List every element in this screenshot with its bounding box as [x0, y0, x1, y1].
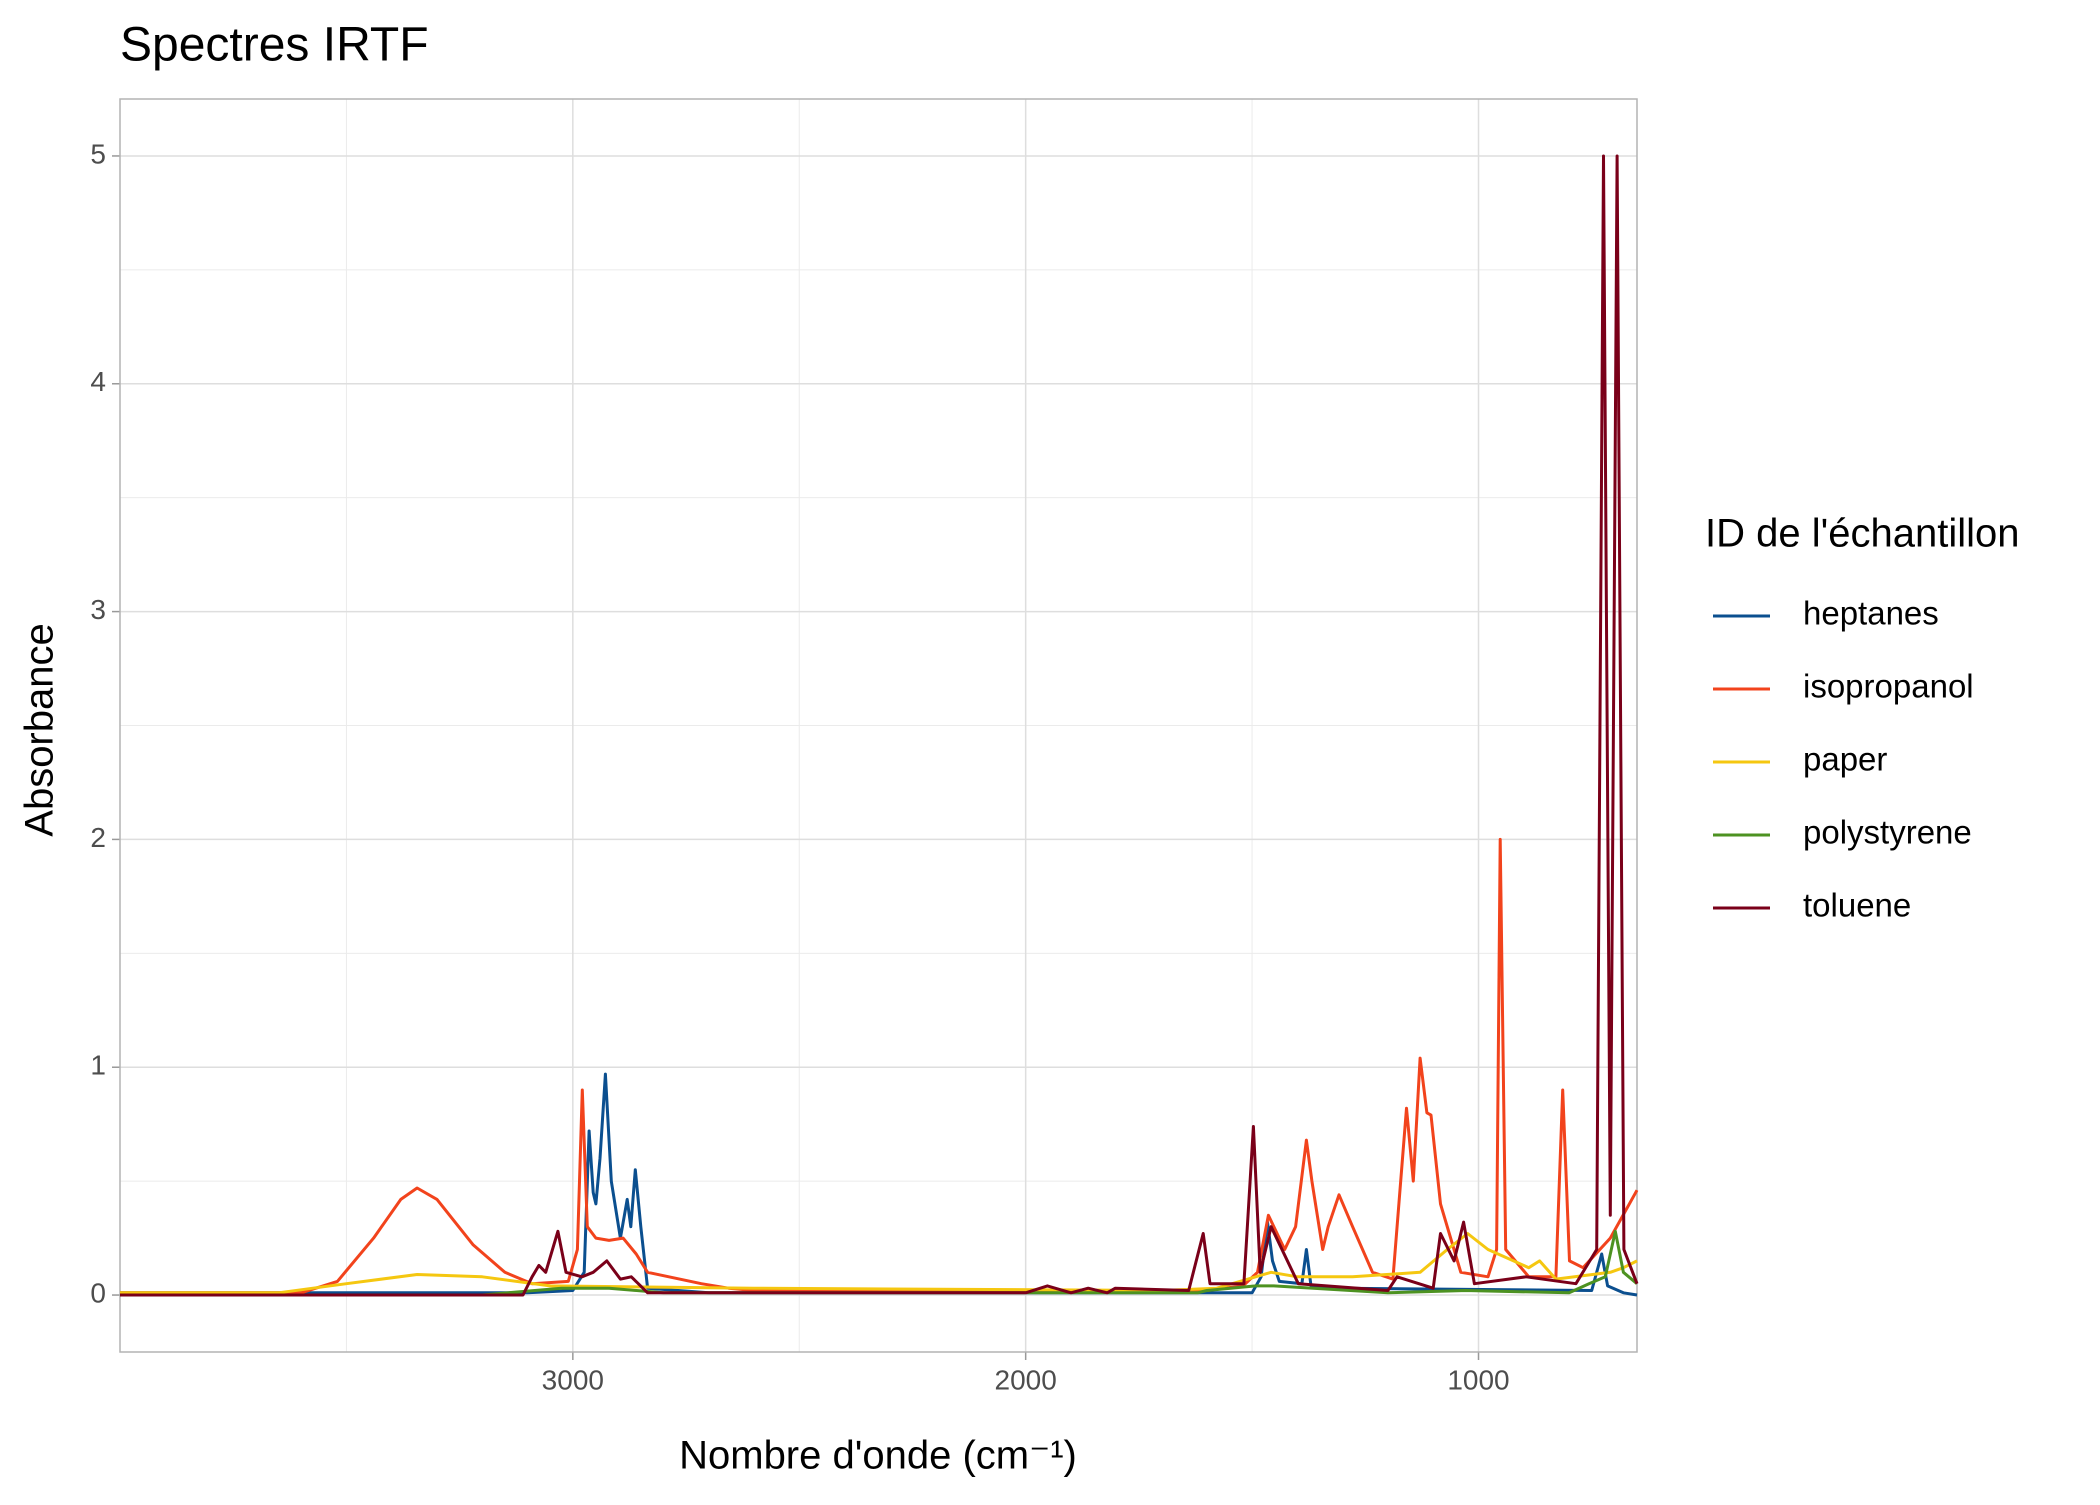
series-line [120, 1229, 1638, 1297]
legend-label: toluene [1803, 887, 1911, 924]
chart-title: Spectres IRTF [120, 19, 429, 72]
y-tick-label: 0 [90, 1277, 106, 1308]
legend-title: ID de l'échantillon [1705, 512, 2020, 556]
x-tick-label: 3000 [542, 1364, 604, 1395]
y-tick-label: 1 [90, 1050, 106, 1081]
legend-label: paper [1803, 741, 1887, 778]
y-tick-label: 5 [90, 138, 106, 169]
legend-label: polystyrene [1803, 814, 1972, 851]
series-line [120, 837, 1639, 1295]
y-tick-label: 4 [90, 366, 106, 397]
y-tick-label: 3 [90, 594, 106, 625]
series-line [120, 1232, 1638, 1295]
panel-border [119, 98, 1638, 1353]
x-tick-label: 1000 [1447, 1364, 1509, 1395]
series-line [120, 154, 1639, 1297]
legend-label: isopropanol [1803, 668, 1974, 705]
y-tick-label: 2 [90, 822, 106, 853]
series-line [120, 1072, 1638, 1297]
legend-label: heptanes [1803, 595, 1939, 632]
x-axis-title: Nombre d'onde (cm⁻¹) [679, 1434, 1077, 1478]
y-axis-title: Absorbance [18, 623, 62, 836]
x-tick-label: 2000 [995, 1364, 1057, 1395]
